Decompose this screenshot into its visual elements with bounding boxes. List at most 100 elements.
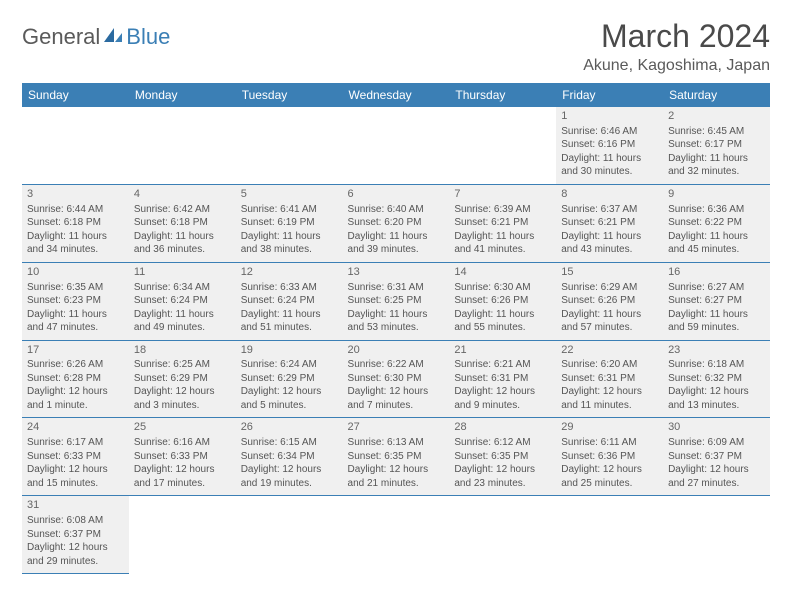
- day-info: Daylight: 12 hours: [134, 463, 231, 477]
- week-row: 17Sunrise: 6:26 AMSunset: 6:28 PMDayligh…: [22, 340, 770, 418]
- day-number: 23: [668, 343, 765, 358]
- day-cell: 7Sunrise: 6:39 AMSunset: 6:21 PMDaylight…: [449, 184, 556, 262]
- day-info: Sunrise: 6:31 AM: [348, 281, 445, 295]
- day-info: Daylight: 12 hours: [27, 385, 124, 399]
- day-number: 29: [561, 420, 658, 435]
- day-info: and 25 minutes.: [561, 477, 658, 491]
- calendar-table: Sunday Monday Tuesday Wednesday Thursday…: [22, 83, 770, 574]
- day-info: and 27 minutes.: [668, 477, 765, 491]
- day-info: and 41 minutes.: [454, 243, 551, 257]
- day-cell: 30Sunrise: 6:09 AMSunset: 6:37 PMDayligh…: [663, 418, 770, 496]
- day-cell: 2Sunrise: 6:45 AMSunset: 6:17 PMDaylight…: [663, 107, 770, 184]
- day-info: Sunset: 6:24 PM: [134, 294, 231, 308]
- day-info: Sunrise: 6:35 AM: [27, 281, 124, 295]
- col-tuesday: Tuesday: [236, 83, 343, 107]
- day-info: and 30 minutes.: [561, 165, 658, 179]
- day-info: and 39 minutes.: [348, 243, 445, 257]
- day-info: Daylight: 12 hours: [348, 385, 445, 399]
- day-info: Sunset: 6:36 PM: [561, 450, 658, 464]
- day-info: Daylight: 12 hours: [27, 463, 124, 477]
- day-info: and 38 minutes.: [241, 243, 338, 257]
- day-cell: 26Sunrise: 6:15 AMSunset: 6:34 PMDayligh…: [236, 418, 343, 496]
- day-number: 2: [668, 109, 765, 124]
- day-cell: 28Sunrise: 6:12 AMSunset: 6:35 PMDayligh…: [449, 418, 556, 496]
- col-saturday: Saturday: [663, 83, 770, 107]
- day-info: Sunrise: 6:30 AM: [454, 281, 551, 295]
- logo-text-blue: Blue: [126, 24, 170, 50]
- day-info: Daylight: 11 hours: [668, 230, 765, 244]
- day-info: Sunrise: 6:45 AM: [668, 125, 765, 139]
- day-info: Sunrise: 6:42 AM: [134, 203, 231, 217]
- title-block: March 2024 Akune, Kagoshima, Japan: [583, 18, 770, 75]
- day-cell: 24Sunrise: 6:17 AMSunset: 6:33 PMDayligh…: [22, 418, 129, 496]
- day-info: Sunrise: 6:13 AM: [348, 436, 445, 450]
- day-info: and 51 minutes.: [241, 321, 338, 335]
- day-cell: 27Sunrise: 6:13 AMSunset: 6:35 PMDayligh…: [343, 418, 450, 496]
- day-info: Sunrise: 6:16 AM: [134, 436, 231, 450]
- day-info: Sunset: 6:17 PM: [668, 138, 765, 152]
- day-info: Sunset: 6:29 PM: [241, 372, 338, 386]
- week-row: 31Sunrise: 6:08 AMSunset: 6:37 PMDayligh…: [22, 496, 770, 574]
- day-info: Sunrise: 6:08 AM: [27, 514, 124, 528]
- day-number: 7: [454, 187, 551, 202]
- day-info: and 57 minutes.: [561, 321, 658, 335]
- day-info: Sunset: 6:29 PM: [134, 372, 231, 386]
- day-cell: [129, 496, 236, 574]
- day-number: 12: [241, 265, 338, 280]
- day-info: Daylight: 11 hours: [241, 230, 338, 244]
- day-info: Daylight: 11 hours: [454, 308, 551, 322]
- day-cell: 12Sunrise: 6:33 AMSunset: 6:24 PMDayligh…: [236, 262, 343, 340]
- week-row: 1Sunrise: 6:46 AMSunset: 6:16 PMDaylight…: [22, 107, 770, 184]
- day-info: Daylight: 11 hours: [27, 230, 124, 244]
- day-info: Daylight: 12 hours: [241, 463, 338, 477]
- day-number: 17: [27, 343, 124, 358]
- day-info: and 29 minutes.: [27, 555, 124, 569]
- day-info: Daylight: 12 hours: [454, 385, 551, 399]
- day-info: Sunrise: 6:17 AM: [27, 436, 124, 450]
- day-info: Sunrise: 6:09 AM: [668, 436, 765, 450]
- day-info: and 59 minutes.: [668, 321, 765, 335]
- day-info: Sunset: 6:16 PM: [561, 138, 658, 152]
- day-info: and 19 minutes.: [241, 477, 338, 491]
- day-number: 11: [134, 265, 231, 280]
- day-info: Sunset: 6:18 PM: [134, 216, 231, 230]
- day-info: Sunrise: 6:46 AM: [561, 125, 658, 139]
- day-cell: 13Sunrise: 6:31 AMSunset: 6:25 PMDayligh…: [343, 262, 450, 340]
- day-info: Daylight: 11 hours: [668, 308, 765, 322]
- week-row: 3Sunrise: 6:44 AMSunset: 6:18 PMDaylight…: [22, 184, 770, 262]
- day-info: and 23 minutes.: [454, 477, 551, 491]
- day-info: Sunset: 6:33 PM: [27, 450, 124, 464]
- day-number: 18: [134, 343, 231, 358]
- day-info: Daylight: 12 hours: [241, 385, 338, 399]
- day-cell: 4Sunrise: 6:42 AMSunset: 6:18 PMDaylight…: [129, 184, 236, 262]
- day-number: 6: [348, 187, 445, 202]
- month-title: March 2024: [583, 18, 770, 55]
- day-info: Sunset: 6:33 PM: [134, 450, 231, 464]
- day-info: and 7 minutes.: [348, 399, 445, 413]
- day-info: Daylight: 11 hours: [561, 230, 658, 244]
- day-info: Sunset: 6:18 PM: [27, 216, 124, 230]
- day-info: Sunset: 6:20 PM: [348, 216, 445, 230]
- day-info: Daylight: 12 hours: [561, 385, 658, 399]
- day-number: 8: [561, 187, 658, 202]
- day-info: Sunset: 6:32 PM: [668, 372, 765, 386]
- day-number: 22: [561, 343, 658, 358]
- day-cell: 31Sunrise: 6:08 AMSunset: 6:37 PMDayligh…: [22, 496, 129, 574]
- day-info: Sunset: 6:27 PM: [668, 294, 765, 308]
- day-cell: 14Sunrise: 6:30 AMSunset: 6:26 PMDayligh…: [449, 262, 556, 340]
- day-number: 4: [134, 187, 231, 202]
- day-info: and 9 minutes.: [454, 399, 551, 413]
- day-info: Sunrise: 6:22 AM: [348, 358, 445, 372]
- day-info: Sunset: 6:31 PM: [561, 372, 658, 386]
- day-cell: 25Sunrise: 6:16 AMSunset: 6:33 PMDayligh…: [129, 418, 236, 496]
- col-friday: Friday: [556, 83, 663, 107]
- day-info: Sunrise: 6:34 AM: [134, 281, 231, 295]
- day-cell: [449, 107, 556, 184]
- day-info: and 36 minutes.: [134, 243, 231, 257]
- day-info: and 32 minutes.: [668, 165, 765, 179]
- day-number: 15: [561, 265, 658, 280]
- day-info: and 34 minutes.: [27, 243, 124, 257]
- day-number: 3: [27, 187, 124, 202]
- day-info: Daylight: 12 hours: [668, 463, 765, 477]
- day-info: Daylight: 12 hours: [668, 385, 765, 399]
